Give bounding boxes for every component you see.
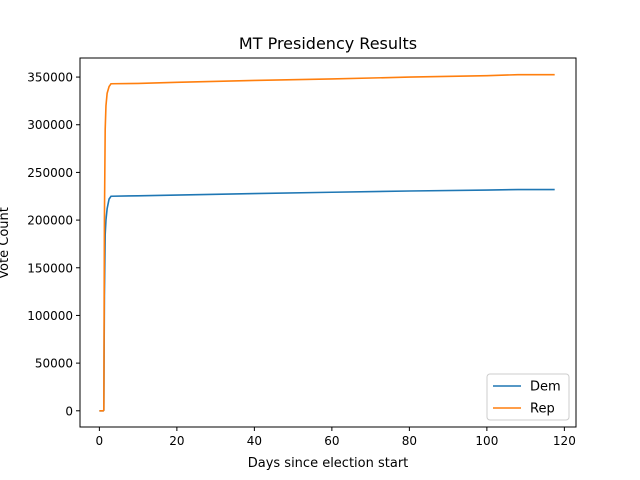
y-tick-label: 100000 xyxy=(27,309,73,323)
x-tick-label: 80 xyxy=(402,434,417,448)
legend: Dem Rep xyxy=(486,373,570,421)
y-tick-label: 50000 xyxy=(35,357,73,371)
chart-title: MT Presidency Results xyxy=(239,34,417,53)
plot-lines xyxy=(99,73,555,412)
y-tick-label: 250000 xyxy=(27,166,73,180)
y-tick-label: 350000 xyxy=(27,71,73,85)
x-tick-label: 60 xyxy=(324,434,339,448)
x-tick-label: 40 xyxy=(247,434,262,448)
y-tick-label: 0 xyxy=(65,404,73,418)
y-tick-label: 200000 xyxy=(27,214,73,228)
y-tick-label: 150000 xyxy=(27,261,73,275)
x-tick-label: 20 xyxy=(169,434,184,448)
x-axis-label: Days since election start xyxy=(248,456,409,471)
plot-frame xyxy=(79,57,577,428)
x-tick-label: 120 xyxy=(553,434,576,448)
x-tick-label: 0 xyxy=(96,434,104,448)
y-axis-label: Vote Count xyxy=(0,207,12,279)
y-tick-label: 300000 xyxy=(27,118,73,132)
legend-label-rep: Rep xyxy=(530,402,555,417)
x-axis: 0 20 40 60 80 100 120 xyxy=(96,427,576,448)
x-tick-label: 100 xyxy=(475,434,498,448)
series-line-rep xyxy=(99,73,555,412)
legend-label-dem: Dem xyxy=(530,380,561,395)
y-axis: 0 50000 100000 150000 200000 250000 300000 3500… xyxy=(27,71,80,418)
